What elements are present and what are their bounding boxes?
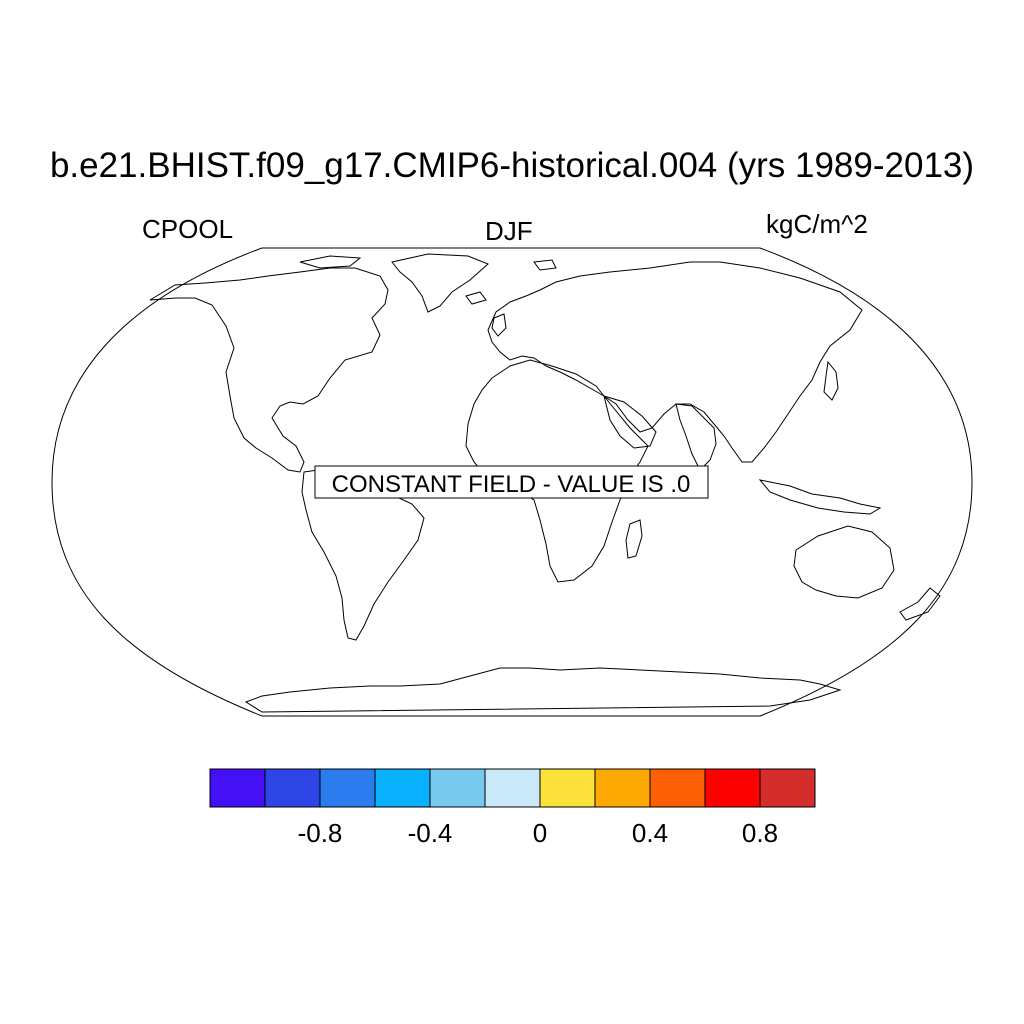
coast-new-zealand bbox=[899, 587, 941, 621]
coast-australia bbox=[793, 525, 895, 599]
colorbar-box bbox=[594, 768, 651, 808]
coast-iceland bbox=[465, 291, 487, 305]
coast-africa bbox=[465, 359, 649, 583]
plot-title: b.e21.BHIST.f09_g17.CMIP6-historical.004… bbox=[49, 146, 975, 185]
coast-japan bbox=[823, 360, 839, 401]
colorbar-tick-label: 0.8 bbox=[742, 818, 778, 848]
coast-antarctica bbox=[244, 667, 842, 713]
colorbar-box bbox=[374, 768, 431, 808]
coast-greenland bbox=[391, 253, 489, 313]
colorbar-box bbox=[649, 768, 706, 808]
colorbar-box bbox=[264, 768, 321, 808]
colorbar-box bbox=[319, 768, 376, 808]
colorbar-tick-label: -0.4 bbox=[408, 818, 453, 848]
coast-svalbard bbox=[533, 259, 557, 271]
variable-label: CPOOL bbox=[142, 214, 234, 244]
coast-india bbox=[675, 403, 717, 471]
coast-arctic-islands bbox=[299, 255, 362, 269]
coast-british-isles bbox=[491, 313, 507, 337]
coast-arabia bbox=[603, 395, 657, 449]
colorbar-box bbox=[484, 768, 541, 808]
constant-field-box bbox=[314, 465, 709, 499]
colorbar-box bbox=[429, 768, 486, 808]
colorbar-box bbox=[539, 768, 596, 808]
coast-eurasia bbox=[487, 261, 863, 463]
colorbar-tick-label: 0.4 bbox=[632, 818, 668, 848]
coast-north-america bbox=[149, 267, 389, 473]
colorbar-tick-label: 0 bbox=[533, 818, 547, 848]
coast-indonesia bbox=[758, 479, 882, 515]
coastlines bbox=[149, 253, 941, 713]
constant-field-message: CONSTANT FIELD - VALUE IS .0 bbox=[332, 471, 691, 498]
map-boundary bbox=[51, 247, 973, 717]
season-label: DJF bbox=[485, 216, 533, 246]
colorbar-tick-label: -0.8 bbox=[298, 818, 343, 848]
map-panel: CONSTANT FIELD - VALUE IS .0 bbox=[51, 247, 973, 717]
colorbar-box bbox=[704, 768, 761, 808]
colorbar: -0.8 -0.4 0 0.4 0.8 bbox=[209, 768, 816, 848]
units-label: kgC/m^2 bbox=[766, 209, 868, 239]
colorbar-box bbox=[209, 768, 266, 808]
colorbar-box bbox=[759, 768, 816, 808]
coast-madagascar bbox=[625, 519, 643, 559]
